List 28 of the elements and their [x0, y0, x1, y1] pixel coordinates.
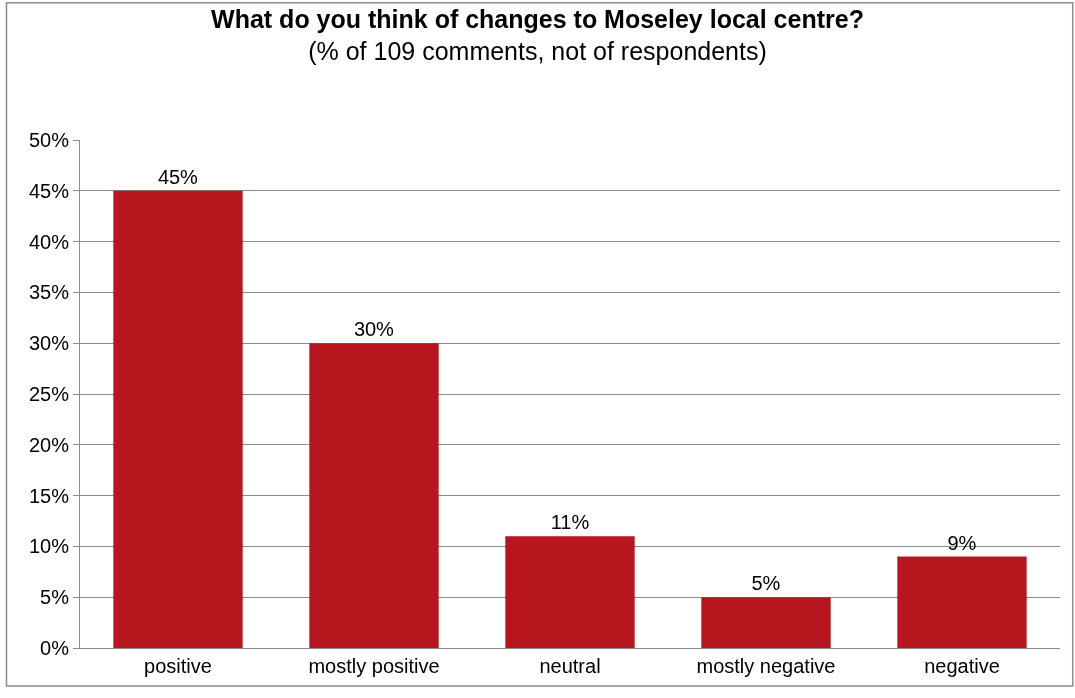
x-tick-label: positive	[144, 655, 212, 677]
x-tick-label: mostly positive	[308, 655, 440, 677]
data-label: 45%	[157, 165, 199, 188]
y-tick-label: 45%	[28, 179, 70, 202]
y-tick-label: 10%	[28, 535, 70, 558]
y-tick-label: 30%	[28, 332, 70, 355]
data-label: 5%	[751, 572, 781, 595]
bar	[701, 597, 831, 648]
x-tick-label: neutral	[539, 655, 601, 677]
chart-title: What do you think of changes to Moseley local centre?	[211, 4, 864, 33]
x-tick-label: negative	[924, 655, 1000, 677]
data-label: 11%	[550, 511, 590, 534]
bar	[897, 556, 1027, 648]
y-tick-label: 35%	[28, 281, 70, 304]
chart-subtitle: (% of 109 comments, not of respondents)	[308, 37, 767, 66]
data-label: 30%	[353, 318, 395, 341]
bar	[505, 536, 635, 648]
y-tick-label: 0%	[40, 637, 70, 659]
y-tick-label: 5%	[40, 586, 70, 609]
y-tick-label: 20%	[28, 433, 70, 456]
y-tick-label: 15%	[28, 484, 70, 507]
data-label: 9%	[947, 531, 977, 554]
y-tick-label: 40%	[28, 230, 70, 253]
x-tick-label: mostly negative	[696, 655, 836, 677]
y-tick-label: 25%	[28, 383, 70, 405]
bar	[113, 190, 243, 648]
y-tick-label: 50%	[28, 129, 70, 151]
bar	[309, 343, 439, 648]
